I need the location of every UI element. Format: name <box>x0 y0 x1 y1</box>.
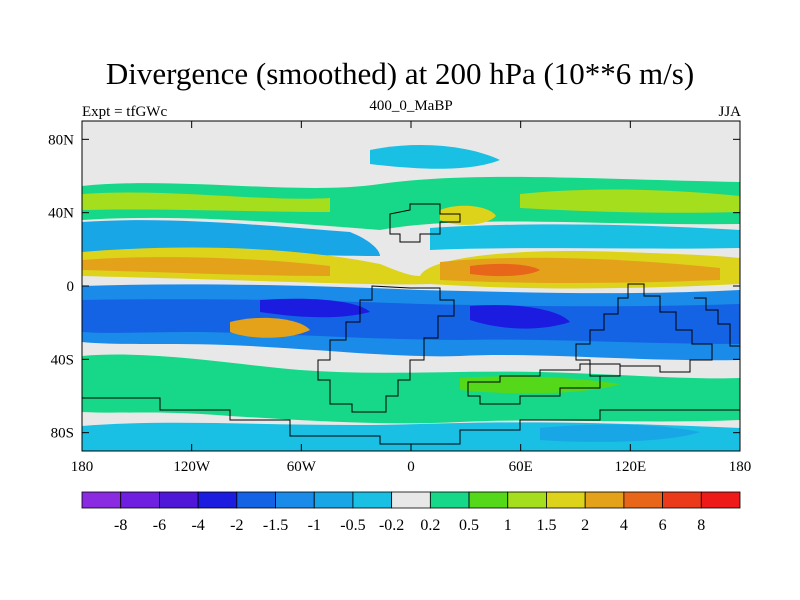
colorbar-swatch <box>507 491 547 509</box>
blob-north-pacific <box>370 145 500 169</box>
colorbar-swatch <box>81 491 122 509</box>
colorbar-swatch <box>623 491 663 509</box>
colorbar-swatch <box>391 491 431 509</box>
band-south-negative-max-east <box>470 304 570 329</box>
coastline-australia <box>467 363 621 405</box>
x-tick-label: 180 <box>729 459 752 475</box>
colorbar-swatch <box>197 491 238 509</box>
band-equatorial-max <box>470 263 540 277</box>
colorbar-label: 8 <box>697 517 705 534</box>
y-axis: 80N 40N 0 40S 80S <box>48 132 740 442</box>
band-south-positive <box>82 354 740 424</box>
band-north-subtropical-east <box>520 189 740 213</box>
x-tick-label: 60W <box>287 459 317 475</box>
blob-north-atlantic <box>430 224 740 250</box>
colorbar-label: 0.2 <box>420 517 440 534</box>
y-tick-label: 80N <box>48 132 74 148</box>
colorbar-swatch <box>275 491 315 509</box>
y-tick-label: 40N <box>48 206 74 222</box>
chart-title: Divergence (smoothed) at 200 hPa (10**6 … <box>105 56 695 91</box>
band-north-subtropical-inner <box>82 192 330 212</box>
band-north-subtropical-positive <box>82 176 740 230</box>
colorbar-label: -2 <box>230 517 243 534</box>
band-equatorial-core <box>82 257 330 276</box>
x-tick-label: 0 <box>407 459 415 475</box>
colorbar-label: 2 <box>581 517 589 534</box>
band-far-south-core <box>540 424 700 442</box>
colorbar-swatch <box>468 491 509 509</box>
coastline-east-pacific <box>694 297 740 347</box>
blob-south-positive <box>230 317 310 338</box>
y-tick-label: 80S <box>51 426 74 442</box>
x-tick-label: 180 <box>71 459 94 475</box>
coastline-antarctica <box>82 397 740 445</box>
colorbar-label: -4 <box>191 517 204 534</box>
x-tick-label: 120W <box>173 459 211 475</box>
colorbar-swatch <box>313 491 354 509</box>
colorbar-label: -1 <box>308 517 321 534</box>
y-tick-label: 40S <box>51 352 74 368</box>
colorbar-swatch <box>662 491 702 509</box>
colorbar-swatch <box>159 491 199 509</box>
colorbar-swatch <box>700 491 741 509</box>
colorbar-swatch <box>429 491 470 509</box>
x-tick-label: 120E <box>614 459 646 475</box>
colorbar-label: 1 <box>504 517 512 534</box>
experiment-label: Expt = tfGWc <box>82 104 168 120</box>
coastline-americas <box>317 285 455 413</box>
colorbar-label: -0.5 <box>340 517 365 534</box>
season-label: JJA <box>718 104 741 120</box>
coastline-africa-eurasia <box>389 203 461 243</box>
colorbar-label: -0.2 <box>379 517 404 534</box>
colorbar-label: -1.5 <box>263 517 288 534</box>
colorbar-swatch <box>352 491 393 509</box>
band-equatorial-core-east <box>440 257 720 283</box>
colorbar-label: 4 <box>620 517 628 534</box>
colorbar-label: -6 <box>153 517 166 534</box>
colorbar-swatch <box>546 491 586 509</box>
colorbar: -8 -6 -4 -2 -1.5 -1 -0.5 -0.2 0.2 0.5 1 1.5 2 4 6 8 <box>81 491 741 534</box>
x-tick-label: 60E <box>509 459 533 475</box>
contour-field <box>82 121 740 451</box>
colorbar-swatch <box>584 491 625 509</box>
colorbar-label: -8 <box>114 517 127 534</box>
period-label: 400_0_MaBP <box>369 98 453 114</box>
colorbar-label: 6 <box>659 517 667 534</box>
band-north-negative <box>82 220 380 256</box>
x-axis: 180 120W 60W 0 60E 120E 180 <box>71 121 752 475</box>
colorbar-label: 1.5 <box>536 517 556 534</box>
colorbar-swatch <box>236 491 276 509</box>
colorbar-label: 0.5 <box>459 517 479 534</box>
y-tick-label: 0 <box>67 279 75 295</box>
blob-asia-positive <box>440 205 496 225</box>
band-south-negative-max <box>260 298 370 318</box>
colorbar-swatch <box>120 491 160 509</box>
